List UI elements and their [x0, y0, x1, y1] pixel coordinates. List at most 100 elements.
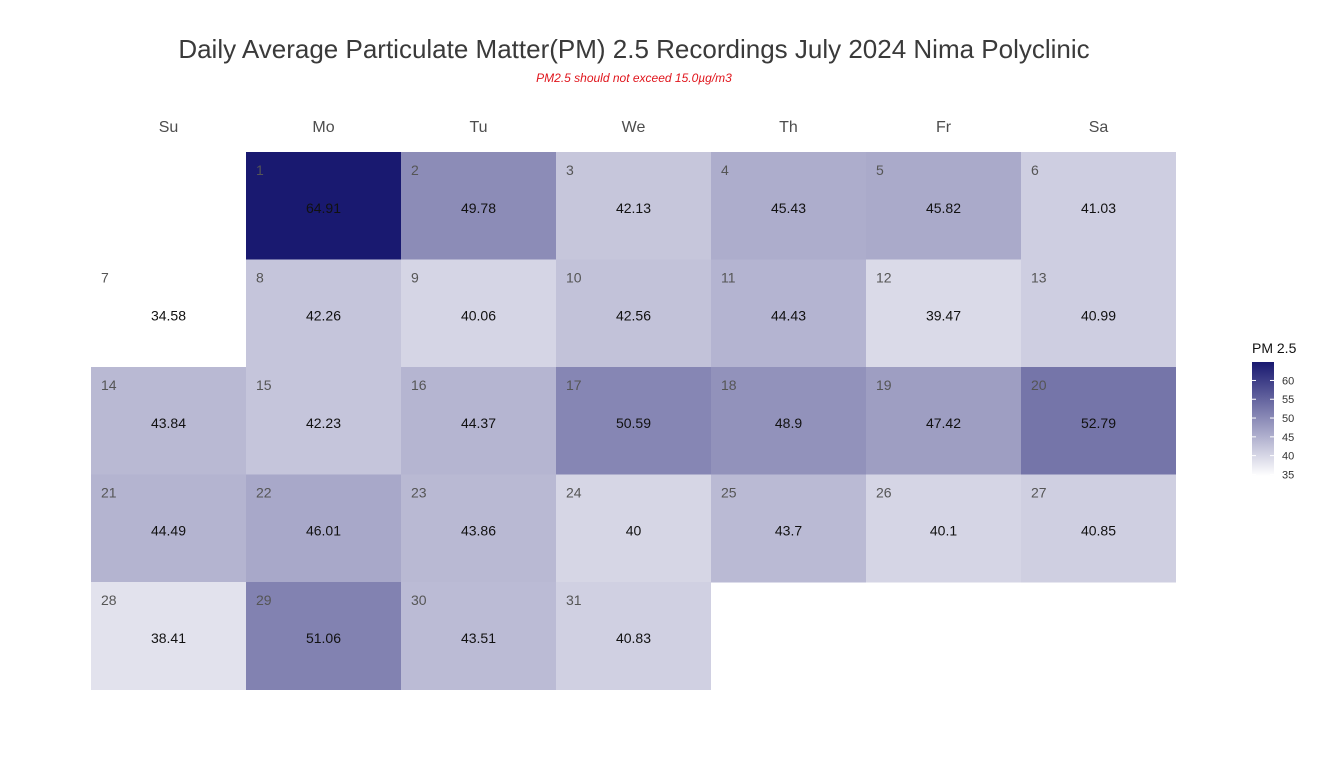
day-number: 4 [721, 162, 729, 178]
day-value-label: 49.78 [461, 200, 496, 216]
day-cell: 164.91 [246, 152, 401, 260]
chart-subtitle: PM2.5 should not exceed 15.0µg/m3 [536, 71, 732, 85]
day-value-label: 39.47 [926, 308, 961, 324]
day-value-label: 52.79 [1081, 415, 1116, 431]
legend-tick-label: 60 [1282, 375, 1294, 387]
day-number: 17 [566, 377, 582, 393]
day-cell-fill [866, 259, 1021, 368]
legend-title: PM 2.5 [1252, 340, 1297, 356]
day-number: 24 [566, 485, 582, 501]
day-number: 29 [256, 592, 272, 608]
day-value-label: 44.37 [461, 415, 496, 431]
day-value-label: 42.26 [306, 308, 341, 324]
day-value-label: 48.9 [775, 415, 802, 431]
day-cell: 12 39.47 [866, 259, 1021, 368]
day-number: 3 [566, 162, 574, 178]
day-number: 1 [256, 162, 264, 178]
day-number: 20 [1031, 377, 1047, 393]
day-cell-fill [246, 367, 401, 475]
day-cell: 249.78 [401, 152, 556, 260]
day-number: 31 [566, 592, 582, 608]
weekday-header-row: Su Mo Tu We Th Fr Sa [159, 119, 1109, 136]
day-cell: 29 51.06 [246, 582, 401, 690]
day-number: 8 [256, 270, 264, 286]
day-value-label: 42.56 [616, 308, 651, 324]
day-cell-fill [711, 259, 866, 368]
day-cell-fill [401, 367, 556, 475]
day-number: 12 [876, 270, 892, 286]
legend-tick-label: 40 [1282, 451, 1294, 463]
day-cell: 342.13 [556, 152, 711, 260]
day-value-label: 51.06 [306, 630, 341, 646]
day-number: 22 [256, 485, 272, 501]
day-cell: 842.26 [246, 259, 401, 368]
day-number: 21 [101, 485, 117, 501]
day-cell: 26 40.1 [866, 474, 1021, 583]
day-cell-fill [556, 474, 711, 583]
day-number: 23 [411, 485, 427, 501]
weekday-label: We [622, 119, 646, 136]
day-value-label: 43.7 [775, 523, 802, 539]
day-value-label: 46.01 [306, 523, 341, 539]
day-number: 18 [721, 377, 737, 393]
day-value-label: 43.51 [461, 630, 496, 646]
day-cell: 19 47.42 [866, 367, 1021, 475]
day-cell-fill [556, 367, 711, 475]
day-cell-fill [1021, 474, 1176, 583]
day-cell: 16 44.37 [401, 367, 556, 475]
day-value-label: 40.99 [1081, 308, 1116, 324]
day-cell-fill [91, 474, 246, 583]
day-value-label: 44.43 [771, 308, 806, 324]
day-cell: 27 40.85 [1021, 474, 1176, 583]
day-value-label: 38.41 [151, 630, 186, 646]
day-value-label: 50.59 [616, 415, 651, 431]
day-cell: 10 42.56 [556, 259, 711, 368]
day-cell-fill [246, 259, 401, 368]
day-number: 19 [876, 377, 892, 393]
day-cell-fill [556, 259, 711, 368]
day-cell-fill [711, 474, 866, 583]
day-cell-fill [1021, 259, 1176, 368]
day-number: 11 [721, 270, 736, 286]
day-value-label: 45.82 [926, 200, 961, 216]
day-value-label: 40 [626, 523, 642, 539]
day-cell: 15 42.23 [246, 367, 401, 475]
day-number: 16 [411, 377, 427, 393]
day-cell: 30 43.51 [401, 582, 556, 690]
day-cell-fill [866, 152, 1021, 260]
day-value-label: 40.1 [930, 523, 957, 539]
day-cell-fill [401, 582, 556, 690]
day-value-label: 42.13 [616, 200, 651, 216]
day-cell-fill [711, 152, 866, 260]
day-cell-fill [246, 474, 401, 583]
day-cell: 13 40.99 [1021, 259, 1176, 368]
day-cell: 641.03 [1021, 152, 1176, 260]
day-cell: 17 50.59 [556, 367, 711, 475]
day-cell-fill [556, 582, 711, 690]
day-number: 28 [101, 592, 117, 608]
day-cell: 21 44.49 [91, 474, 246, 583]
day-cell: 445.43 [711, 152, 866, 260]
day-value-label: 47.42 [926, 415, 961, 431]
calendar-cells: 164.91249.78342.13445.43545.82641.03734.… [91, 152, 1176, 690]
day-number: 13 [1031, 270, 1047, 286]
day-number: 25 [721, 485, 737, 501]
weekday-label: Th [779, 119, 798, 136]
day-number: 5 [876, 162, 884, 178]
color-legend: PM 2.5 35 40 45 50 55 60 [1252, 340, 1297, 481]
day-value-label: 43.84 [151, 415, 186, 431]
legend-tick-label: 55 [1282, 394, 1294, 406]
day-number: 6 [1031, 162, 1039, 178]
day-number: 26 [876, 485, 892, 501]
day-cell-fill [711, 367, 866, 475]
day-cell: 734.58 [91, 259, 246, 368]
day-cell: 23 43.86 [401, 474, 556, 583]
day-value-label: 42.23 [306, 415, 341, 431]
day-number: 2 [411, 162, 419, 178]
day-cell-fill [246, 582, 401, 690]
day-cell: 940.06 [401, 259, 556, 368]
day-cell: 28 38.41 [91, 582, 246, 690]
day-cell-fill [401, 152, 556, 260]
day-cell: 14 43.84 [91, 367, 246, 475]
